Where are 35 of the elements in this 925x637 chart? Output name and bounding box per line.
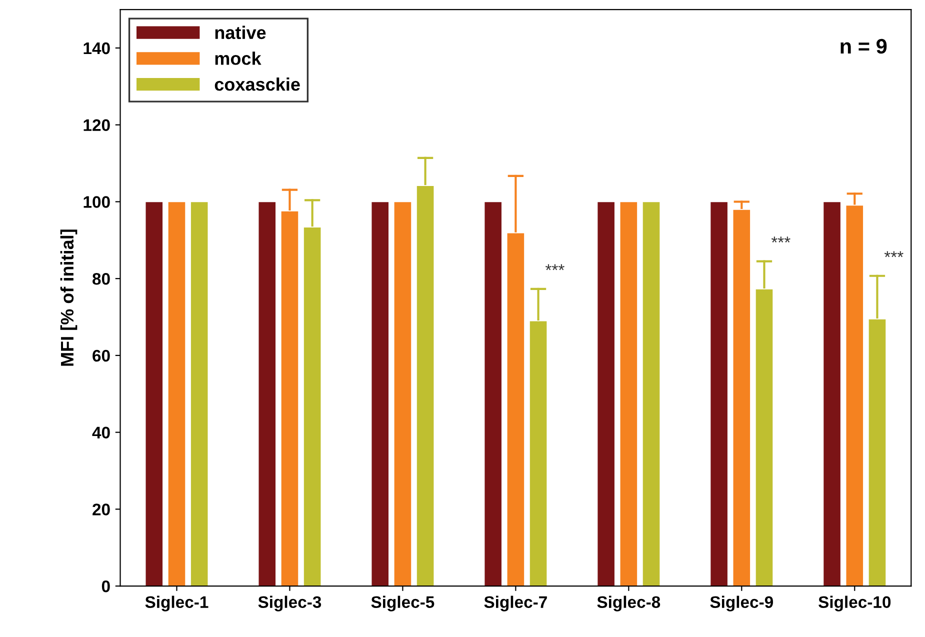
- y-tick-label: 40: [92, 426, 110, 439]
- y-tick-label: 80: [92, 272, 110, 285]
- bar: [370, 201, 390, 586]
- bar: [190, 201, 209, 586]
- y-tick-label: 60: [92, 350, 110, 362]
- bar: [596, 201, 616, 586]
- bar: [168, 201, 186, 586]
- annotation: n = 9: [840, 38, 887, 54]
- bar: [484, 201, 502, 586]
- x-tick-label: Siglec-5: [371, 596, 434, 612]
- annotation: ***: [884, 251, 904, 258]
- bar: [822, 201, 842, 586]
- x-tick-label: Siglec-9: [710, 596, 773, 612]
- bar: [144, 201, 164, 586]
- y-tick-label: 120: [84, 119, 110, 132]
- y-tick-label: 0: [102, 580, 110, 592]
- x-tick-label: Siglec-3: [258, 596, 322, 612]
- legend-label: native: [215, 26, 266, 40]
- annotation: ***: [771, 236, 790, 242]
- y-axis-title: MFI [% of initial]: [60, 230, 78, 366]
- bar: [258, 201, 276, 586]
- bar: [710, 201, 728, 586]
- x-tick-label: Siglec-7: [484, 596, 547, 612]
- bar: [642, 201, 660, 586]
- legend-label: coxasckie: [214, 78, 300, 91]
- legend-label: mock: [215, 52, 262, 65]
- bar: [393, 201, 412, 586]
- x-tick-label: Siglec-1: [145, 596, 208, 612]
- x-tick-label: Siglec-8: [597, 596, 660, 612]
- y-tick-label: 100: [84, 196, 110, 208]
- x-tick-label: Siglec-10: [818, 596, 891, 612]
- y-tick-label: 140: [84, 42, 110, 54]
- annotation: ***: [545, 264, 564, 270]
- y-tick-label: 20: [92, 504, 110, 516]
- bar: [619, 201, 638, 586]
